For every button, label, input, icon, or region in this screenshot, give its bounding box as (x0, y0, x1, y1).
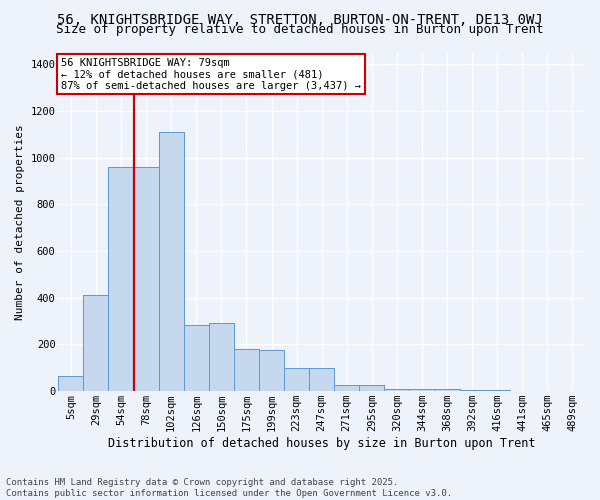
Bar (385, 389, 409, 391)
Bar (184, 324, 209, 391)
Bar (158, 132, 184, 391)
Bar (83, 296, 109, 391)
Bar (309, 368, 334, 391)
Text: Size of property relative to detached houses in Burton upon Trent: Size of property relative to detached ho… (56, 22, 544, 36)
Bar (460, 390, 485, 391)
Bar (309, 368, 334, 391)
Bar (83, 296, 109, 391)
Bar (409, 389, 434, 391)
Bar (485, 390, 510, 391)
Bar (409, 389, 434, 391)
Bar (209, 324, 234, 391)
Bar (259, 350, 284, 391)
Text: 56 KNIGHTSBRIDGE WAY: 79sqm
← 12% of detached houses are smaller (481)
87% of se: 56 KNIGHTSBRIDGE WAY: 79sqm ← 12% of det… (61, 58, 361, 91)
Bar (209, 324, 234, 391)
Bar (234, 349, 259, 391)
Bar (334, 386, 359, 391)
Bar (158, 132, 184, 391)
Bar (58, 376, 83, 391)
Bar (434, 390, 460, 391)
Bar (134, 167, 158, 391)
Bar (109, 167, 134, 391)
Bar (134, 167, 158, 391)
Bar (259, 350, 284, 391)
Bar (485, 390, 510, 391)
Bar (385, 389, 409, 391)
Bar (434, 390, 460, 391)
Y-axis label: Number of detached properties: Number of detached properties (15, 124, 25, 320)
Text: 56, KNIGHTSBRIDGE WAY, STRETTON, BURTON-ON-TRENT, DE13 0WJ: 56, KNIGHTSBRIDGE WAY, STRETTON, BURTON-… (57, 12, 543, 26)
Bar (234, 349, 259, 391)
Bar (109, 167, 134, 391)
Text: Contains HM Land Registry data © Crown copyright and database right 2025.
Contai: Contains HM Land Registry data © Crown c… (6, 478, 452, 498)
Bar (359, 386, 385, 391)
X-axis label: Distribution of detached houses by size in Burton upon Trent: Distribution of detached houses by size … (108, 437, 535, 450)
Bar (460, 390, 485, 391)
Bar (359, 386, 385, 391)
Bar (284, 368, 309, 391)
Bar (58, 376, 83, 391)
Bar (284, 368, 309, 391)
Bar (334, 386, 359, 391)
Bar (184, 324, 209, 391)
